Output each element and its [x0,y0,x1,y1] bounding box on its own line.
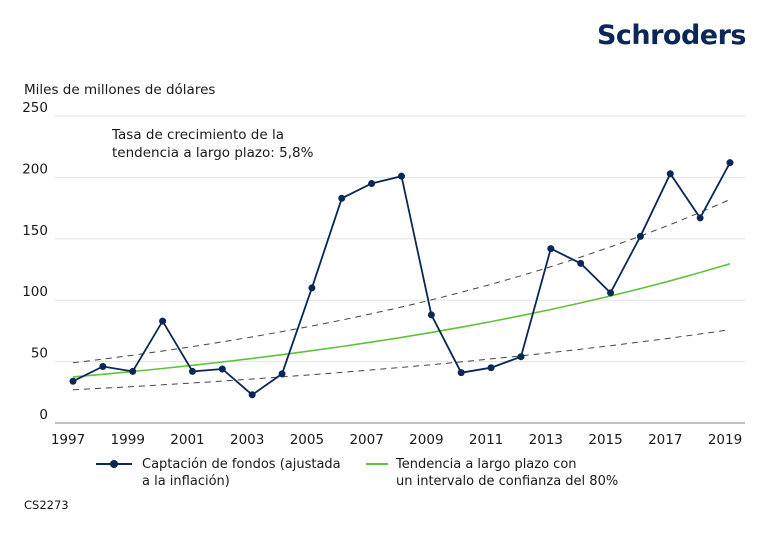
x-tick-label: 2009 [409,432,443,448]
data-point [457,369,465,377]
data-point [368,180,376,188]
chart-code: CS2273 [24,498,69,512]
data-point [99,363,107,371]
y-tick-label: 100 [22,284,48,300]
data-point [69,377,77,385]
schroders-logo: Schroders [596,20,747,51]
data-point [547,245,555,253]
x-tick-label: 2005 [290,432,324,448]
confidence-bound-upper-bound [72,199,731,364]
y-tick-label: 0 [39,407,48,423]
data-point [278,370,286,378]
data-point [338,194,346,202]
data-point [517,353,525,361]
annotation-line-2: tendencia a largo plazo: 5,8% [112,145,314,161]
x-tick-label: 1997 [51,432,85,448]
data-point [248,391,256,399]
y-tick-label: 150 [22,223,48,239]
legend-swatch-trend [366,463,388,465]
legend-label-line2: a la inflación) [142,474,230,489]
y-axis-label: Miles de millones de dólares [24,82,216,98]
data-point [696,214,704,222]
x-tick-label: 2007 [349,432,383,448]
x-tick-label: 2001 [170,432,204,448]
x-tick-label: 2015 [588,432,622,448]
data-point [218,365,226,373]
data-point [188,367,196,375]
annotation-line-1: Tasa de crecimiento de la [112,127,284,143]
data-point [607,289,615,297]
trend-line [72,263,731,378]
x-tick-label: 2017 [648,432,682,448]
x-tick-label: 2003 [230,432,264,448]
fund-flows-line [72,162,731,396]
legend-label-line1: Captación de fondos (ajustada [142,457,341,472]
y-tick-label: 250 [22,100,48,116]
confidence-bound-lower-bound [72,329,731,391]
legend-label-line2: un intervalo de confianza del 80% [396,474,619,489]
data-point [666,170,674,178]
x-tick-label: 1999 [111,432,145,448]
x-tick-label: 2011 [469,432,503,448]
data-point [159,317,167,325]
data-point [398,172,405,180]
data-point [577,259,585,267]
y-tick-label: 200 [22,161,48,177]
y-tick-label: 50 [31,346,48,362]
x-tick-label: 2013 [529,432,563,448]
data-point [726,159,734,167]
data-point [427,311,435,319]
legend-marker-icon [110,460,118,468]
data-point [487,364,495,372]
legend-label-line1: Tendencia a largo plazo con [396,457,577,472]
annotation: Tasa de crecimiento de la tendencia a la… [112,126,313,162]
data-point [636,232,644,240]
x-tick-label: 2019 [708,432,742,448]
data-point [308,284,316,292]
data-point [129,367,137,375]
